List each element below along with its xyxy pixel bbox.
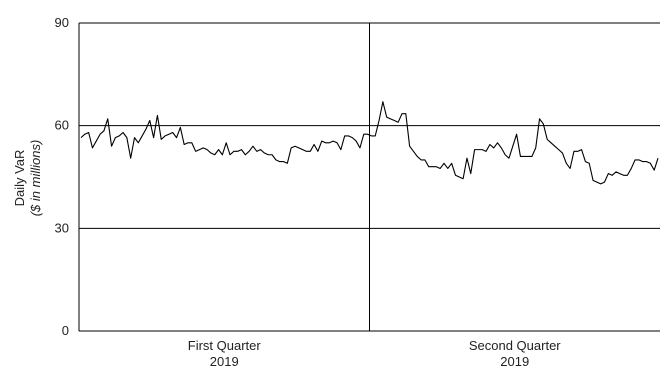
y-tick-label-60: 60 [55, 118, 69, 133]
period-year-0: 2019 [210, 354, 239, 369]
period-label-0: First Quarter [188, 338, 262, 353]
y-tick-label-30: 30 [55, 220, 69, 235]
series-layer [80, 101, 659, 185]
y-axis-label: Daily VaR [12, 150, 27, 207]
y-axis-ticks: 0 30 60 90 [55, 15, 69, 338]
plot-frame [78, 23, 370, 331]
y-axis-unit-label: ($ in millions) [28, 140, 43, 217]
y-tick-label-0: 0 [62, 323, 69, 338]
series-line-0 [80, 101, 659, 185]
period-label-1: Second Quarter [469, 338, 561, 353]
period-year-1: 2019 [500, 354, 529, 369]
y-tick-label-90: 90 [55, 15, 69, 30]
